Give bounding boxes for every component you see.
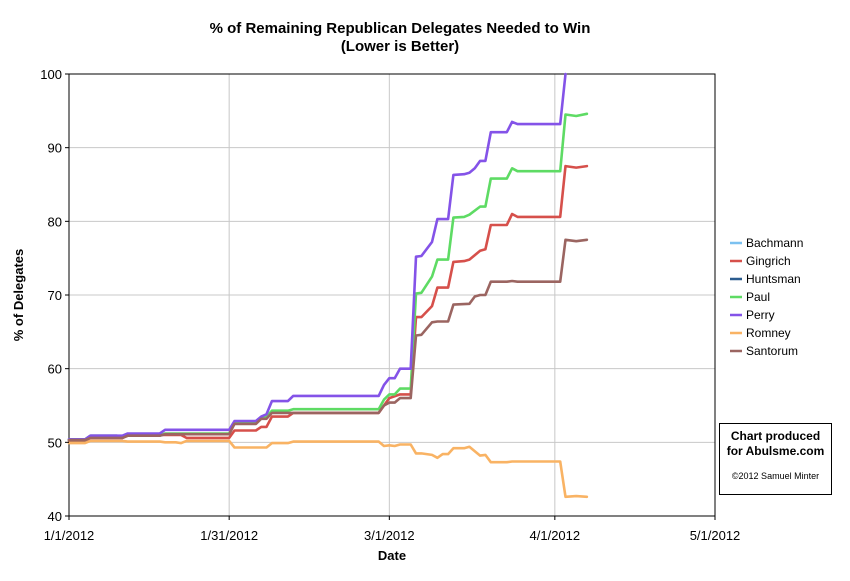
x-tick-label: 5/1/2012 [690, 528, 741, 543]
x-axis-ticks: 1/1/2012 1/31/2012 3/1/2012 4/1/2012 5/1/201… [44, 516, 741, 543]
credit-line-2: for Abulsme.com [726, 444, 825, 458]
credit-line-1: Chart produced [730, 429, 821, 443]
legend-label-romney: Romney [746, 326, 791, 340]
legend-label-perry: Perry [746, 308, 775, 322]
legend: Bachmann Gingrich Huntsman Paul Perry Romney S… [730, 236, 803, 358]
y-tick-label: 40 [48, 509, 62, 524]
legend-label-huntsman: Huntsman [746, 272, 801, 286]
chart-subtitle: (Lower is Better) [341, 38, 459, 55]
series-line-gingrich [67, 164, 589, 443]
chart-title: % of Remaining Republican Delegates Need… [210, 20, 591, 37]
legend-label-bachmann: Bachmann [746, 236, 803, 250]
series-line-romney [67, 439, 589, 499]
x-tick-label: 1/31/2012 [200, 528, 258, 543]
series-line-perry [67, 72, 567, 441]
credit-box: Chart produced for Abulsme.com ©2012 Sam… [719, 423, 832, 495]
y-axis-title: % of Delegates [11, 249, 26, 341]
credit-copyright: ©2012 Samuel Minter [731, 471, 820, 481]
x-tick-label: 1/1/2012 [44, 528, 95, 543]
x-tick-label: 4/1/2012 [530, 528, 581, 543]
x-tick-label: 3/1/2012 [364, 528, 415, 543]
legend-label-gingrich: Gingrich [746, 254, 791, 268]
y-tick-label: 80 [48, 214, 62, 229]
legend-label-santorum: Santorum [746, 344, 798, 358]
series-line-santorum [67, 238, 589, 442]
gridlines [69, 74, 715, 516]
y-tick-label: 50 [48, 435, 62, 450]
y-tick-label: 70 [48, 288, 62, 303]
series-line-paul [67, 112, 589, 442]
y-tick-label: 90 [48, 141, 62, 156]
y-axis-ticks: 40 50 60 70 80 90 100 [40, 67, 69, 524]
y-tick-label: 100 [40, 67, 62, 82]
y-tick-label: 60 [48, 362, 62, 377]
x-axis-title: Date [378, 548, 406, 563]
legend-label-paul: Paul [746, 290, 770, 304]
series-lines [67, 72, 589, 499]
